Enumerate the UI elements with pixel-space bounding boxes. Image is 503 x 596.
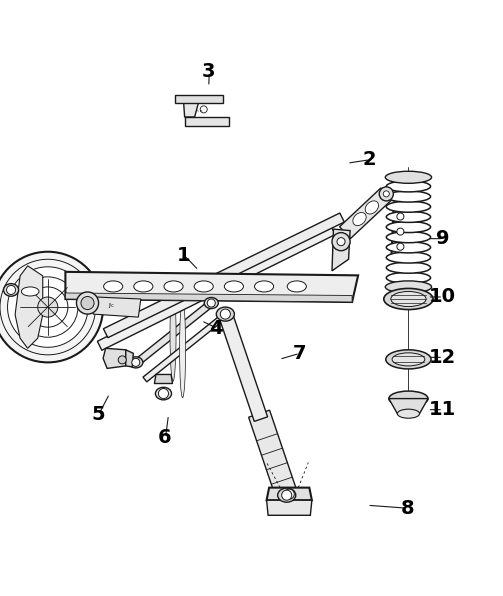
- Polygon shape: [175, 95, 223, 103]
- Polygon shape: [332, 229, 350, 271]
- Circle shape: [81, 296, 94, 309]
- Circle shape: [7, 285, 16, 294]
- Text: 5: 5: [91, 405, 105, 424]
- Polygon shape: [126, 350, 133, 367]
- Polygon shape: [143, 316, 222, 382]
- Polygon shape: [104, 213, 344, 338]
- Polygon shape: [65, 293, 352, 302]
- Circle shape: [18, 277, 78, 337]
- Circle shape: [76, 292, 99, 314]
- Text: 8: 8: [400, 499, 414, 518]
- Polygon shape: [134, 302, 212, 366]
- Circle shape: [28, 287, 68, 327]
- Circle shape: [379, 187, 393, 201]
- Circle shape: [383, 191, 389, 197]
- Polygon shape: [65, 272, 358, 302]
- Text: 3: 3: [202, 62, 215, 81]
- Ellipse shape: [389, 391, 428, 406]
- Polygon shape: [248, 410, 297, 499]
- Ellipse shape: [385, 281, 432, 293]
- Polygon shape: [185, 117, 229, 126]
- Ellipse shape: [180, 301, 186, 398]
- Circle shape: [38, 297, 58, 317]
- Circle shape: [8, 267, 88, 347]
- Polygon shape: [8, 282, 65, 294]
- Ellipse shape: [255, 281, 274, 292]
- Ellipse shape: [104, 281, 123, 292]
- Ellipse shape: [386, 262, 431, 273]
- Text: n n: n n: [196, 109, 203, 113]
- Text: 4: 4: [209, 319, 223, 338]
- Ellipse shape: [386, 242, 431, 253]
- Ellipse shape: [391, 291, 426, 306]
- Text: 6: 6: [158, 429, 172, 448]
- Ellipse shape: [353, 213, 366, 226]
- Ellipse shape: [386, 222, 431, 232]
- Circle shape: [397, 213, 404, 220]
- Circle shape: [158, 389, 169, 399]
- Ellipse shape: [385, 171, 432, 184]
- Polygon shape: [340, 188, 392, 238]
- Polygon shape: [267, 500, 312, 516]
- Text: 7: 7: [293, 344, 306, 363]
- Circle shape: [397, 243, 404, 250]
- Ellipse shape: [287, 281, 306, 292]
- Ellipse shape: [155, 387, 172, 400]
- Circle shape: [220, 309, 230, 319]
- Text: J/c: J/c: [108, 303, 114, 308]
- Ellipse shape: [386, 181, 431, 192]
- Circle shape: [337, 238, 345, 246]
- Circle shape: [282, 490, 292, 500]
- Text: 2: 2: [363, 150, 377, 169]
- Ellipse shape: [134, 281, 153, 292]
- Polygon shape: [15, 266, 43, 348]
- Ellipse shape: [386, 212, 431, 222]
- Circle shape: [118, 356, 126, 364]
- Polygon shape: [389, 399, 428, 414]
- Circle shape: [0, 252, 103, 362]
- Ellipse shape: [204, 297, 218, 309]
- Ellipse shape: [386, 350, 431, 369]
- Polygon shape: [267, 488, 312, 500]
- Ellipse shape: [397, 409, 420, 418]
- Circle shape: [332, 232, 350, 251]
- Ellipse shape: [386, 272, 431, 283]
- Polygon shape: [154, 374, 173, 383]
- Ellipse shape: [386, 232, 431, 243]
- Polygon shape: [184, 102, 199, 117]
- Polygon shape: [219, 312, 268, 421]
- Circle shape: [207, 299, 215, 307]
- Polygon shape: [98, 226, 335, 350]
- Ellipse shape: [392, 353, 425, 366]
- Ellipse shape: [129, 357, 143, 368]
- Ellipse shape: [386, 201, 431, 212]
- Ellipse shape: [4, 284, 19, 296]
- Polygon shape: [8, 290, 65, 300]
- Circle shape: [0, 259, 96, 355]
- Ellipse shape: [386, 191, 431, 202]
- Ellipse shape: [164, 281, 183, 292]
- Circle shape: [132, 358, 140, 367]
- Ellipse shape: [170, 286, 176, 381]
- Circle shape: [284, 489, 294, 499]
- Ellipse shape: [224, 281, 243, 292]
- Text: 9: 9: [436, 229, 449, 248]
- Polygon shape: [103, 348, 126, 368]
- Circle shape: [397, 228, 404, 235]
- Text: 12: 12: [429, 348, 456, 367]
- Polygon shape: [93, 297, 141, 317]
- Ellipse shape: [21, 287, 39, 296]
- Ellipse shape: [216, 307, 234, 321]
- Text: 1: 1: [177, 246, 191, 265]
- Text: 11: 11: [429, 400, 456, 419]
- Ellipse shape: [278, 488, 296, 502]
- Ellipse shape: [384, 288, 433, 309]
- Polygon shape: [391, 203, 409, 262]
- Text: 10: 10: [429, 287, 456, 306]
- Circle shape: [200, 106, 207, 113]
- Ellipse shape: [365, 201, 379, 214]
- Ellipse shape: [386, 252, 431, 263]
- Ellipse shape: [194, 281, 213, 292]
